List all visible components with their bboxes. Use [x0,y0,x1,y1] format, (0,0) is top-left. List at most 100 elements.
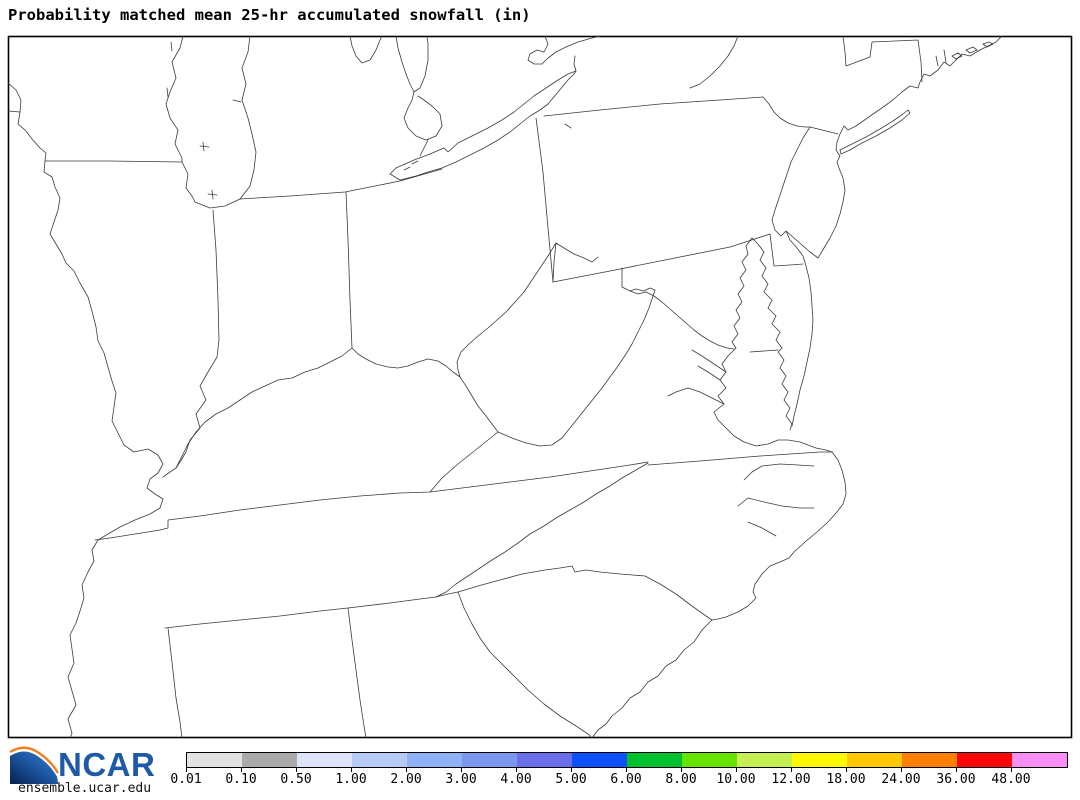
colorbar-tick [186,767,187,772]
colorbar [186,752,1068,768]
lake-michigan-marks [166,41,242,200]
colorbar-ticks [186,767,1067,772]
atlantic-coast-northeast [785,35,1003,427]
colorbar-tick [1011,767,1012,772]
ohio-river-west [162,347,353,478]
colorbar-tick [626,767,627,772]
albemarle-pamlico-sounds [737,463,815,537]
branding-block: NCAR ensemble.ucar.edu [8,740,178,798]
colorbar-tick [241,767,242,772]
state-line-west [7,110,21,113]
delaware-river-upper [762,96,811,128]
delaware-borders [769,233,804,267]
newengland-borders [842,35,923,83]
southcarolina-coast [591,619,713,739]
colorbar-segment-4.00 [517,753,572,767]
lake-ontario-east [689,35,739,89]
wisconsin-illinois-border [44,160,183,163]
westvirginia-virginia-border [497,287,656,447]
colorbar-segment-8.00 [682,753,737,767]
indiana-ohio-border [345,191,353,349]
colorbar-labels: 0.01 0.10 0.50 1.00 2.00 3.00 4.00 5.00 6.00 8.00… [170,772,1067,788]
colorbar-label: 10.00 [716,772,756,787]
ohio-river-east [351,347,461,378]
colorbar-label: 0.01 [170,772,202,787]
colorbar-tick [351,767,352,772]
colorbar-label: 5.00 [555,772,587,787]
colorbar-segment-3.00 [462,753,517,767]
colorbar-segment-6.00 [627,753,682,767]
saginaw-bay [349,35,383,64]
colorbar-label: 1.00 [335,772,367,787]
colorbar-segment-36.00 [957,753,1012,767]
tennessee-northcarolina-border [435,462,649,598]
colorbar-label: 48.00 [991,772,1031,787]
colorbar-tick [571,767,572,772]
newengland-islands [935,41,994,67]
page-title: Probability matched mean 25-hr accumulat… [8,6,531,24]
colorbar-tick [296,767,297,772]
lake-erie-north-shore [395,70,577,169]
colorbar-label: 8.00 [665,772,697,787]
tennessee-south-border [164,596,437,629]
colorbar-label: 2.00 [390,772,422,787]
colorbar-label: 0.10 [225,772,257,787]
colorbar-segment-12.00 [792,753,847,767]
virginia-tidal-rivers [667,349,727,405]
colorbar-tick [461,767,462,772]
newjersey-north-border [809,126,839,135]
ncar-logo-text: NCAR [58,746,156,783]
colorbar-segment-0.10 [242,753,297,767]
pennsylvania-ohio-border [535,117,554,283]
colorbar-segment-0.50 [297,753,352,767]
long-island [839,109,911,155]
colorbar-segment-1.00 [352,753,407,767]
bigsandy-kentucky-wv-border [459,376,499,433]
colorbar-tick [681,767,682,772]
colorbar-tick [516,767,517,772]
mason-dixon-line [552,233,771,283]
niagara-river [573,55,577,72]
virginia-maryland-delmarva-line [749,349,779,353]
mississippi-river [7,82,164,739]
lake-ontario-west [527,35,601,65]
delaware-river-lower [771,126,811,237]
kentucky-tennessee-virginia-northcarolina-line [94,451,833,541]
detroit-river [419,139,429,157]
colorbar-segment-5.00 [572,753,627,767]
colorbar-label: 4.00 [500,772,532,787]
map-frame [7,35,1073,739]
colorbar-label: 6.00 [610,772,642,787]
colorbar-segment-24.00 [902,753,957,767]
colorbar-label: 12.00 [771,772,811,787]
potomac-river [621,286,735,350]
cumberland-virginia-kentucky [429,431,499,493]
colorbar-segment-0.01 [187,753,242,767]
chesapeake-bay-east [751,237,793,431]
colorbar-tick [901,767,902,772]
northcarolina-southcarolina-border [457,565,713,621]
wv-panhandle-border [552,242,557,283]
alabama-georgia-border [347,607,367,739]
colorbar-label: 3.00 [445,772,477,787]
illinois-indiana-border [175,209,220,469]
colorbar-label: 24.00 [881,772,921,787]
colorbar-label: 36.00 [936,772,976,787]
mississippi-alabama-border [167,627,183,739]
ncar-logo-icon [9,746,60,784]
colorbar-tick [956,767,957,772]
lake-stclair [403,91,443,141]
colorbar-tick [406,767,407,772]
ohio-river-upper [456,242,599,378]
outer-banks-coast [711,451,847,621]
georgia-northcarolina-border [435,591,459,598]
southcarolina-georgia-border [457,591,593,739]
michigan-south-border [239,168,443,200]
colorbar-segment-18.00 [847,753,902,767]
colorbar-tick [791,767,792,772]
ensemble-site-url: ensemble.ucar.edu [18,781,152,796]
colorbar-segment-10.00 [737,753,792,767]
lake-erie-islands [403,160,419,171]
